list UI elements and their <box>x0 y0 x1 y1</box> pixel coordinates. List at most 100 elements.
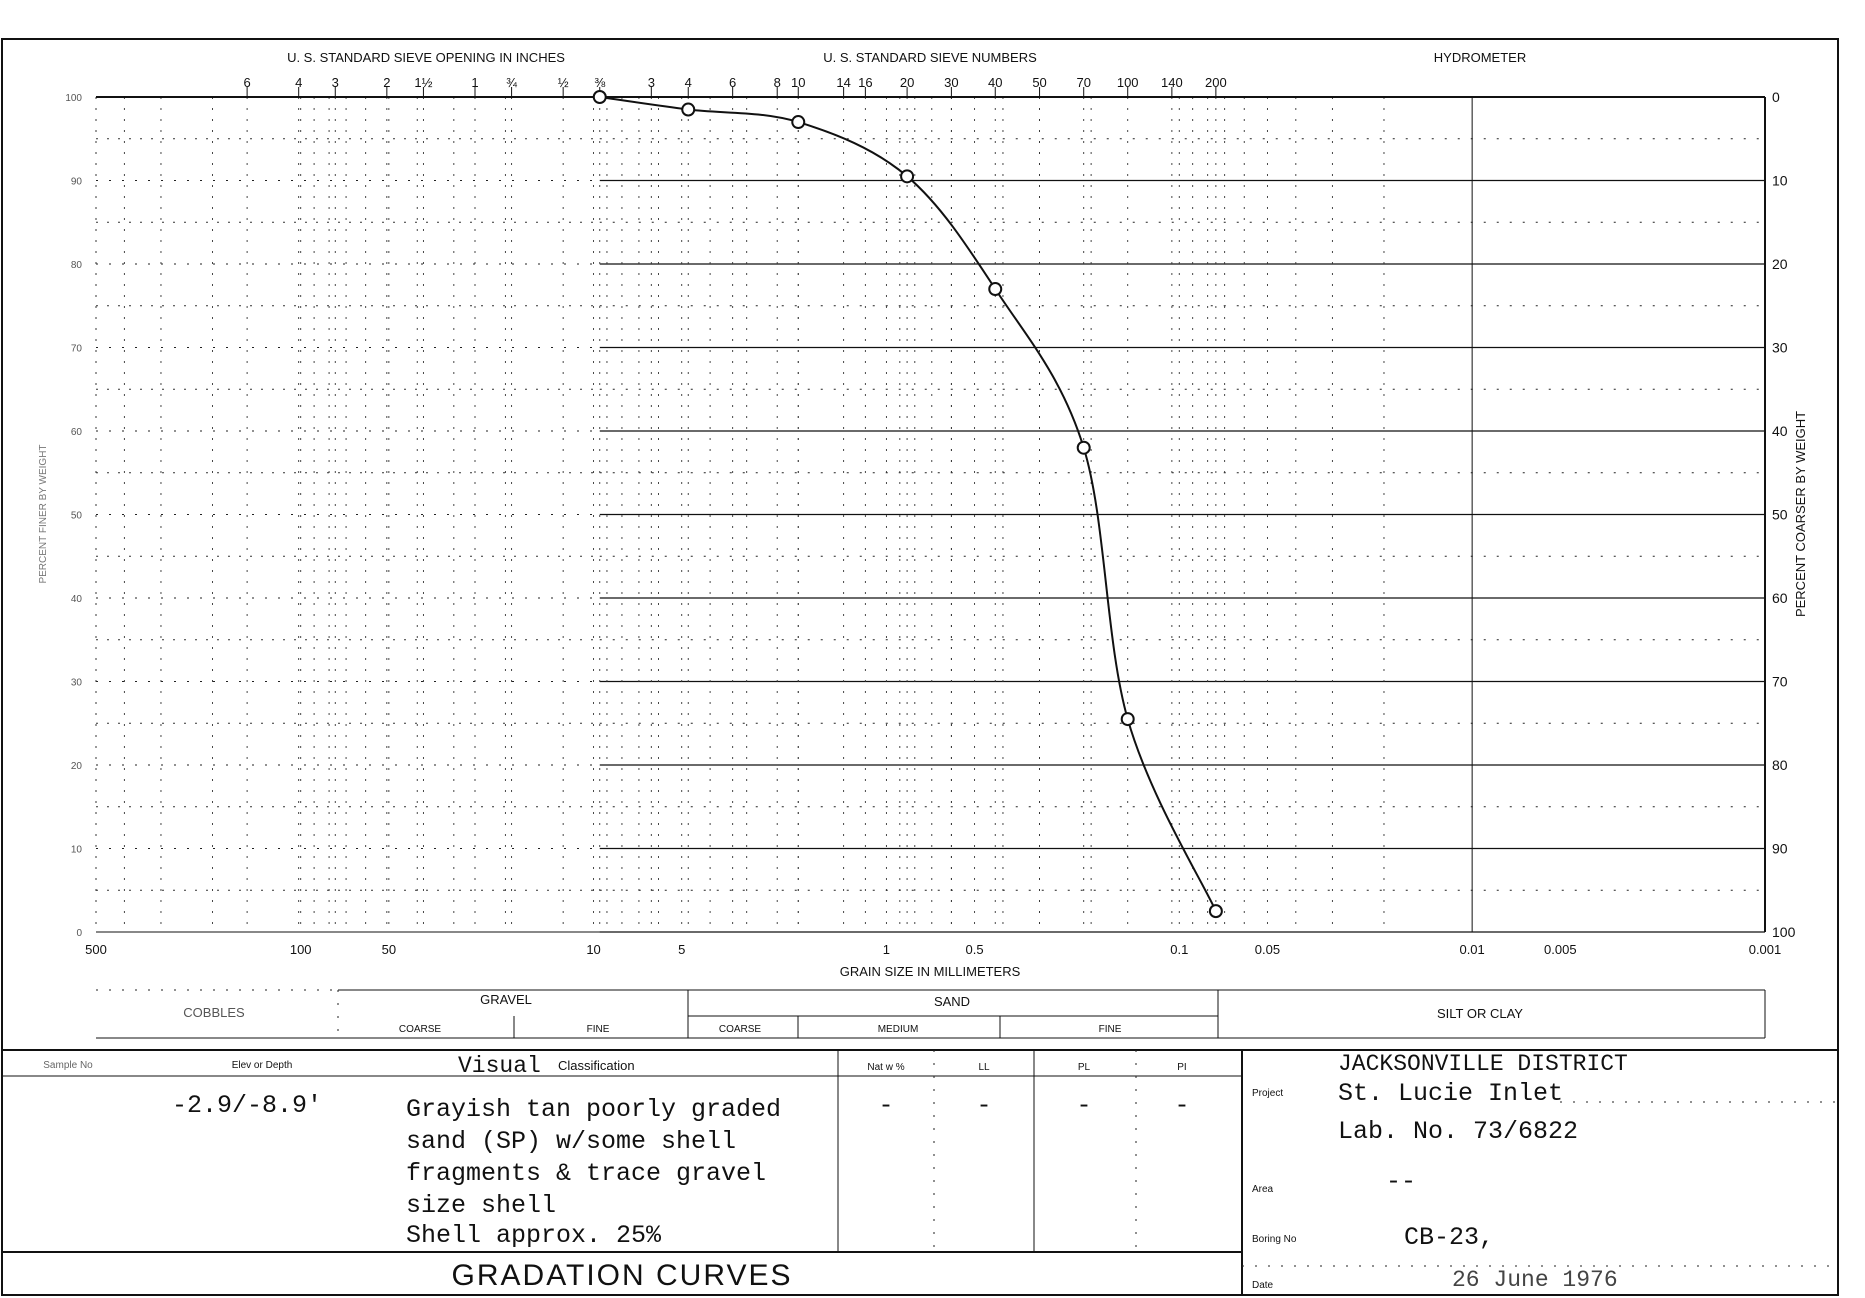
sieve-tick-label: 50 <box>1032 75 1046 90</box>
y-right-ticks: 0 10 20 30 40 50 60 70 80 90 100 <box>1772 89 1796 940</box>
y-right-tick-label: 0 <box>1772 89 1780 105</box>
data-point <box>1208 904 1223 919</box>
x-tick-label: 0.005 <box>1544 942 1577 957</box>
sheet-frame <box>1 38 1839 1296</box>
sieve-tick-label: 8 <box>774 75 781 90</box>
silt-clay-label: SILT OR CLAY <box>1437 1006 1523 1021</box>
sieve-tick-label: 20 <box>900 75 914 90</box>
date-label: Date <box>1252 1280 1274 1291</box>
lab-number: Lab. No. 73/6822 <box>1338 1117 1578 1146</box>
sieve-tick-label: 6 <box>729 75 736 90</box>
top-inches-ticks: 6 4 3 2 1½ 1 ¾ ½ ⅜ <box>243 75 605 97</box>
sieve-tick-label: 10 <box>791 75 805 90</box>
row-elev-depth: -2.9/-8.9' <box>172 1091 322 1120</box>
data-point <box>900 169 915 184</box>
hydrometer-label: HYDROMETER <box>1434 50 1526 65</box>
y-left-tick-label: 60 <box>71 427 83 438</box>
sieve-tick-label: 30 <box>944 75 958 90</box>
y-right-title: PERCENT COARSER BY WEIGHT <box>1793 411 1808 617</box>
series-layer <box>592 90 1223 919</box>
y-right-tick-label: 40 <box>1772 423 1788 439</box>
sand-fine-label: FINE <box>1099 1024 1122 1035</box>
sieve-tick-label: 140 <box>1161 75 1183 90</box>
header-classification: Classification <box>558 1058 635 1073</box>
y-left-tick-label: 80 <box>71 260 83 271</box>
y-right-tick-label: 50 <box>1772 507 1788 523</box>
row-pl: - <box>1076 1091 1091 1120</box>
x-axis-title: GRAIN SIZE IN MILLIMETERS <box>840 964 1021 979</box>
x-tick-label: 0.5 <box>966 942 984 957</box>
top-sieve-ticks: 3 4 6 8 10 14 16 20 30 40 50 70 100 140 200 <box>648 75 1227 97</box>
y-left-tick-label: 20 <box>71 761 83 772</box>
inch-tick-label: ⅜ <box>594 75 605 90</box>
row-class-line-5: Shell approx. 25% <box>406 1221 662 1250</box>
header-nat-w: Nat w % <box>867 1062 904 1073</box>
plot-border <box>96 96 1766 933</box>
y-right-tick-label: 70 <box>1772 674 1788 690</box>
y-right-tick-label: 100 <box>1772 924 1796 940</box>
y-left-tick-label: 40 <box>71 594 83 605</box>
inch-tick-label: ¾ <box>506 75 517 90</box>
classification-bar <box>96 989 1766 1039</box>
sieve-tick-label: 70 <box>1076 75 1090 90</box>
x-tick-label: 0.001 <box>1749 942 1782 957</box>
x-tick-label: 0.05 <box>1255 942 1280 957</box>
y-right-tick-label: 30 <box>1772 340 1788 356</box>
header-pl: PL <box>1078 1062 1091 1073</box>
y-left-title: PERCENT FINER BY WEIGHT <box>38 444 49 583</box>
y-left-tick-label: 0 <box>76 928 82 939</box>
footer-title: GRADATION CURVES <box>452 1259 793 1292</box>
cobbles-label: COBBLES <box>183 1005 245 1020</box>
y-left-tick-label: 30 <box>71 678 83 689</box>
top-axis-sieves-title: U. S. STANDARD SIEVE NUMBERS <box>823 50 1037 65</box>
district-name: JACKSONVILLE DISTRICT <box>1338 1051 1628 1077</box>
row-class-line-3: fragments & trace gravel <box>406 1159 766 1188</box>
y-right-tick-label: 60 <box>1772 590 1788 606</box>
gravel-fine-label: FINE <box>587 1024 610 1035</box>
project-name: St. Lucie Inlet <box>1338 1079 1563 1108</box>
sample-table-grid <box>2 1049 1838 1295</box>
sieve-tick-label: 200 <box>1205 75 1227 90</box>
inch-tick-label: 1 <box>471 75 478 90</box>
header-classification-typed: Visual <box>458 1053 541 1079</box>
y-right-tick-label: 20 <box>1772 256 1788 272</box>
date-value: 26 June 1976 <box>1452 1267 1618 1293</box>
x-tick-label: 0.1 <box>1170 942 1188 957</box>
data-point <box>592 90 607 104</box>
y-right-tick-label: 80 <box>1772 757 1788 773</box>
x-tick-label: 10 <box>586 942 600 957</box>
header-ll: LL <box>978 1062 990 1073</box>
y-left-tick-label: 50 <box>71 511 83 522</box>
sand-label: SAND <box>934 994 970 1009</box>
x-tick-label: 500 <box>85 942 107 957</box>
project-label: Project <box>1252 1088 1283 1099</box>
row-class-line-1: Grayish tan poorly graded <box>406 1095 781 1124</box>
x-tick-label: 1 <box>883 942 890 957</box>
data-point <box>1120 712 1135 727</box>
sieve-tick-label: 100 <box>1117 75 1139 90</box>
data-point <box>681 102 696 117</box>
inch-tick-label: 3 <box>332 75 339 90</box>
area-label: Area <box>1252 1184 1274 1195</box>
area-value: -- <box>1386 1167 1416 1196</box>
boring-label: Boring No <box>1252 1234 1297 1245</box>
header-pi: PI <box>1177 1062 1186 1073</box>
x-tick-label: 0.01 <box>1459 942 1484 957</box>
sieve-tick-label: 3 <box>648 75 655 90</box>
inch-tick-label: 6 <box>243 75 250 90</box>
inch-tick-label: 2 <box>383 75 390 90</box>
data-point <box>988 282 1003 297</box>
sieve-tick-label: 14 <box>836 75 850 90</box>
gravel-coarse-label: COARSE <box>399 1024 442 1035</box>
inch-tick-label: 4 <box>295 75 302 90</box>
row-nat-w: - <box>878 1091 893 1120</box>
header-elev-depth: Elev or Depth <box>232 1060 293 1071</box>
data-point <box>791 115 806 130</box>
inch-tick-label: 1½ <box>414 75 432 90</box>
sand-coarse-label: COARSE <box>719 1024 762 1035</box>
header-sample-no: Sample No <box>43 1060 93 1071</box>
x-tick-label: 100 <box>290 942 312 957</box>
sieve-tick-label: 40 <box>988 75 1002 90</box>
